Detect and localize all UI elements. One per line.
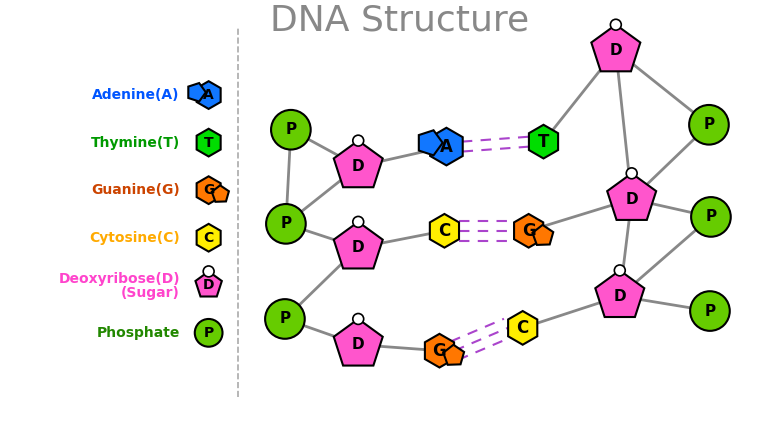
Polygon shape — [188, 83, 206, 102]
Circle shape — [626, 168, 637, 179]
Polygon shape — [508, 311, 538, 345]
Text: C: C — [517, 319, 529, 337]
Text: D: D — [352, 240, 365, 255]
Text: C: C — [439, 222, 451, 240]
Circle shape — [691, 197, 731, 237]
Text: P: P — [285, 122, 296, 137]
Text: P: P — [704, 303, 716, 319]
Polygon shape — [195, 271, 222, 297]
Polygon shape — [197, 224, 220, 252]
Polygon shape — [529, 125, 558, 159]
Circle shape — [271, 110, 311, 149]
Circle shape — [353, 135, 364, 146]
Text: A: A — [204, 88, 214, 102]
Text: T: T — [204, 135, 214, 150]
Text: G: G — [432, 342, 446, 360]
Circle shape — [614, 265, 625, 276]
Polygon shape — [591, 25, 641, 71]
Circle shape — [611, 19, 621, 30]
Text: P: P — [703, 117, 714, 132]
Text: D: D — [352, 159, 365, 174]
Polygon shape — [197, 129, 220, 157]
Circle shape — [689, 105, 729, 145]
Text: (Sugar): (Sugar) — [121, 286, 180, 300]
Polygon shape — [595, 271, 644, 317]
Polygon shape — [334, 141, 382, 187]
Circle shape — [195, 319, 223, 347]
Polygon shape — [197, 176, 220, 204]
Polygon shape — [425, 334, 454, 368]
Text: Phosphate: Phosphate — [97, 326, 180, 340]
Polygon shape — [514, 214, 543, 248]
Text: Thymine(T): Thymine(T) — [91, 135, 180, 150]
Circle shape — [353, 216, 364, 227]
Text: P: P — [280, 311, 290, 327]
Circle shape — [690, 291, 730, 331]
Circle shape — [266, 204, 306, 243]
Text: A: A — [440, 138, 453, 156]
Polygon shape — [607, 173, 656, 220]
Polygon shape — [334, 319, 382, 365]
Polygon shape — [419, 130, 442, 155]
Text: D: D — [352, 337, 365, 352]
Text: D: D — [614, 289, 626, 304]
Text: D: D — [203, 278, 214, 292]
Text: D: D — [625, 192, 638, 207]
Text: G: G — [203, 183, 214, 197]
Text: P: P — [705, 209, 717, 225]
Circle shape — [353, 314, 364, 325]
Text: Cytosine(C): Cytosine(C) — [89, 231, 180, 245]
Text: Adenine(A): Adenine(A) — [92, 88, 180, 102]
Polygon shape — [197, 81, 220, 109]
Text: Deoxyribose(D): Deoxyribose(D) — [58, 272, 180, 287]
Polygon shape — [430, 214, 459, 248]
Text: C: C — [204, 231, 214, 245]
Text: T: T — [538, 133, 549, 151]
Polygon shape — [443, 345, 464, 365]
Text: P: P — [204, 326, 214, 340]
Circle shape — [204, 266, 214, 277]
Circle shape — [265, 299, 305, 339]
Polygon shape — [212, 185, 229, 202]
Text: DNA Structure: DNA Structure — [270, 4, 529, 38]
Polygon shape — [430, 128, 462, 165]
Text: P: P — [280, 216, 292, 231]
Text: D: D — [610, 43, 622, 58]
Polygon shape — [334, 222, 382, 268]
Text: Guanine(G): Guanine(G) — [91, 183, 180, 197]
Text: G: G — [521, 222, 535, 240]
Polygon shape — [532, 225, 553, 245]
